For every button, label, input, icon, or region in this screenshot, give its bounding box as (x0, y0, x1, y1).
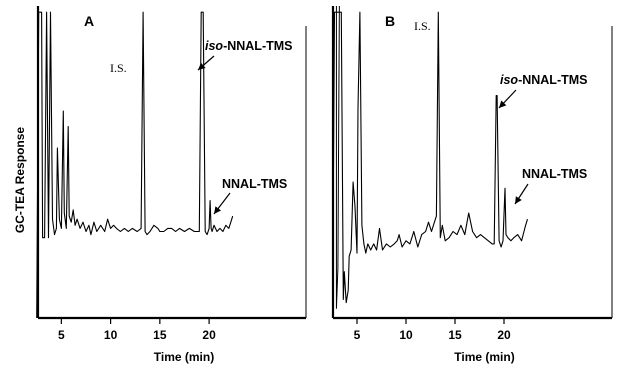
peak-label-2: iso-NNAL-TMS (205, 39, 293, 53)
peak-arrowhead-3 (214, 206, 222, 214)
x-tick-label-5: 5 (354, 328, 361, 342)
panel-a-x-axis-label: Time (min) (154, 350, 214, 364)
peak-label-1: I.S. (414, 19, 431, 33)
panel-a-trace (36, 11, 234, 319)
panel-a: 5 10 15 20 Time (min) A I.S. iso-NNAL-TMS NNAL-T… (36, 6, 307, 364)
peak-label-2: iso-NNAL-TMS (500, 73, 588, 87)
x-tick-label-5: 5 (58, 328, 65, 342)
x-tick-label-10: 10 (104, 328, 118, 342)
panel-a-label: A (84, 13, 94, 29)
peak-arrowhead-2 (198, 62, 206, 70)
x-tick-label-15: 15 (448, 328, 462, 342)
panel-b-x-axis-label: Time (min) (454, 350, 514, 364)
peak-label-3: NNAL-TMS (222, 177, 287, 191)
x-tick-label-15: 15 (153, 328, 167, 342)
peak-arrowhead-2 (499, 100, 507, 108)
peak-arrowhead-3 (515, 196, 522, 204)
panel-b-label: B (385, 13, 395, 29)
peak-label-1: I.S. (110, 61, 127, 75)
x-tick-label-20: 20 (497, 328, 511, 342)
panel-b: 5 10 15 20 Time (min) B I.S. iso-NNAL-TMS NNAL-T… (331, 5, 613, 364)
peak-label-3: NNAL-TMS (522, 167, 587, 181)
panel-b-solvent-front (335, 5, 340, 309)
x-tick-label-10: 10 (399, 328, 413, 342)
x-tick-label-20: 20 (202, 328, 216, 342)
y-axis-label: GC-TEA Response (13, 127, 27, 234)
panel-b-trace (331, 11, 529, 319)
